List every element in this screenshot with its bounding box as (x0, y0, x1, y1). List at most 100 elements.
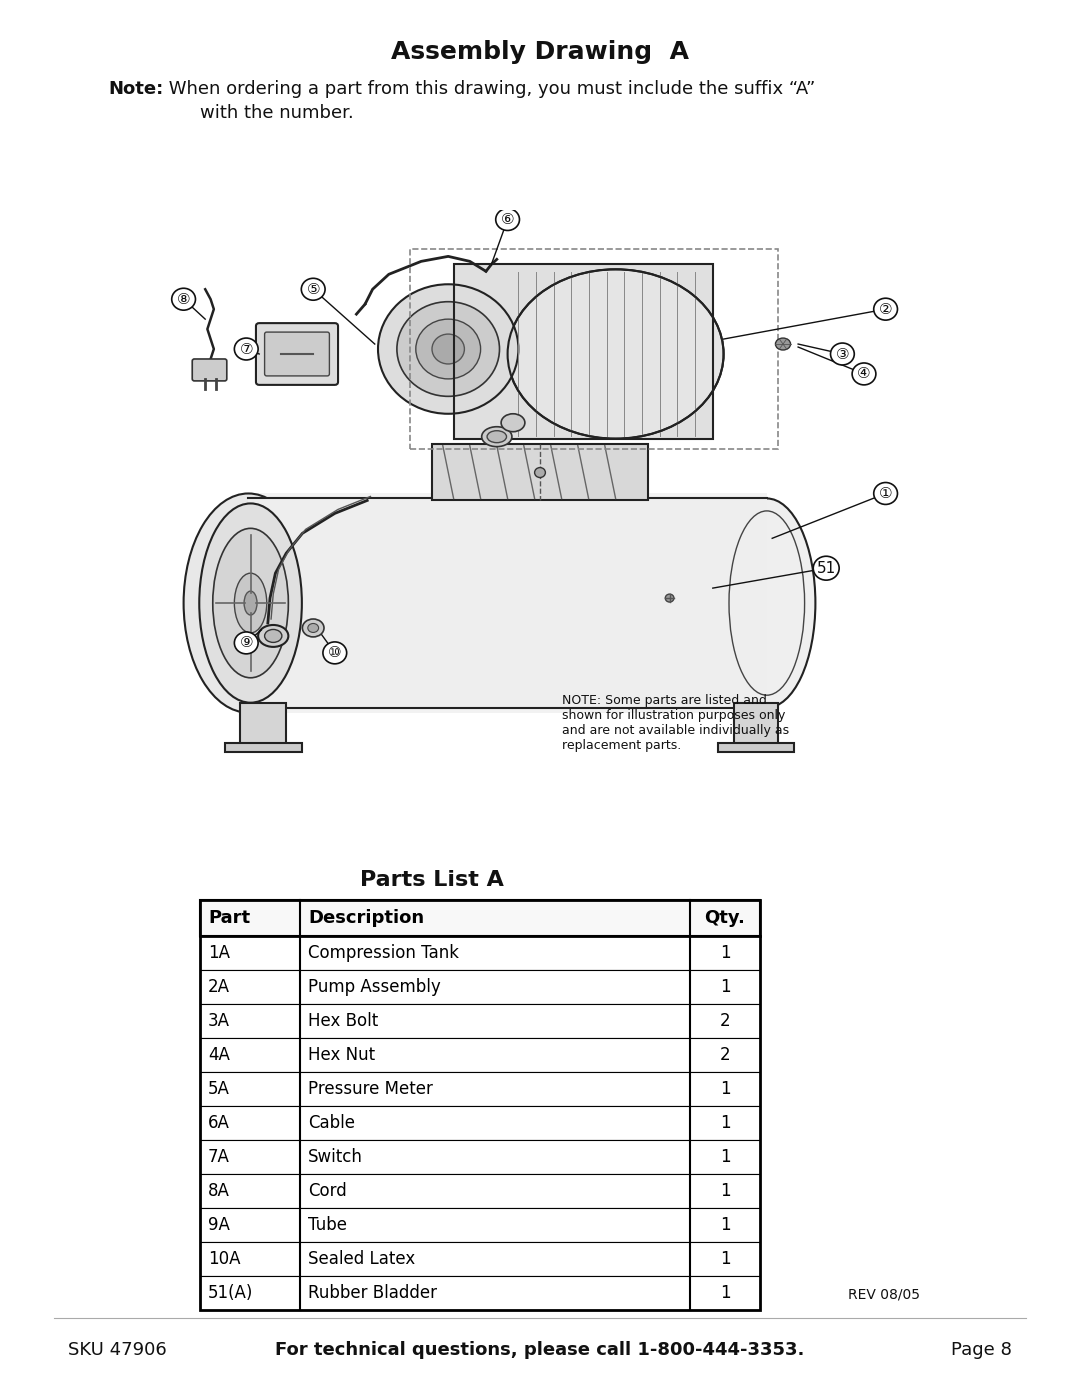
Text: For technical questions, please call 1-800-444-3353.: For technical questions, please call 1-8… (275, 1341, 805, 1359)
Text: 1: 1 (719, 978, 730, 996)
Text: REV 08/05: REV 08/05 (848, 1288, 920, 1302)
Polygon shape (200, 970, 760, 1004)
Ellipse shape (416, 319, 481, 379)
Polygon shape (200, 1275, 760, 1310)
Ellipse shape (378, 284, 518, 414)
Ellipse shape (397, 302, 500, 397)
Text: 2A: 2A (208, 978, 230, 996)
Text: with the number.: with the number. (200, 103, 354, 122)
FancyBboxPatch shape (265, 332, 329, 376)
Polygon shape (200, 936, 760, 970)
Ellipse shape (308, 623, 319, 633)
Text: Rubber Bladder: Rubber Bladder (308, 1284, 437, 1302)
Text: Parts List A: Parts List A (360, 870, 504, 890)
Circle shape (496, 208, 519, 231)
Text: Hex Nut: Hex Nut (308, 1046, 375, 1065)
Text: ⑤: ⑤ (307, 282, 320, 296)
Ellipse shape (665, 594, 674, 602)
Polygon shape (200, 1038, 760, 1071)
Ellipse shape (487, 430, 507, 443)
Text: 1: 1 (719, 1215, 730, 1234)
Text: Pump Assembly: Pump Assembly (308, 978, 441, 996)
Text: Description: Description (308, 909, 424, 928)
Text: Cable: Cable (308, 1113, 355, 1132)
Text: ②: ② (879, 302, 892, 317)
Polygon shape (200, 1242, 760, 1275)
Polygon shape (200, 1106, 760, 1140)
Polygon shape (200, 1173, 760, 1208)
Text: Page 8: Page 8 (951, 1341, 1012, 1359)
Ellipse shape (199, 503, 302, 703)
Ellipse shape (482, 426, 512, 447)
Ellipse shape (244, 591, 257, 615)
Text: ⑧: ⑧ (177, 292, 190, 307)
Text: 10A: 10A (208, 1250, 241, 1268)
Polygon shape (718, 743, 794, 753)
Text: 9A: 9A (208, 1215, 230, 1234)
Text: Pressure Meter: Pressure Meter (308, 1080, 433, 1098)
Text: 5A: 5A (208, 1080, 230, 1098)
Circle shape (234, 631, 258, 654)
Text: SKU 47906: SKU 47906 (68, 1341, 166, 1359)
Text: 51: 51 (816, 560, 836, 576)
Text: Cord: Cord (308, 1182, 347, 1200)
Text: ⑩: ⑩ (328, 645, 341, 661)
Text: NOTE: Some parts are listed and
shown for illustration purposes only
and are not: NOTE: Some parts are listed and shown fo… (562, 694, 788, 753)
Text: ④: ④ (858, 366, 870, 381)
Text: Sealed Latex: Sealed Latex (308, 1250, 415, 1268)
Ellipse shape (775, 338, 791, 351)
Text: 1: 1 (719, 1284, 730, 1302)
Circle shape (172, 288, 195, 310)
FancyBboxPatch shape (192, 359, 227, 381)
Text: 2: 2 (719, 1046, 730, 1065)
Ellipse shape (718, 499, 815, 708)
Text: 3A: 3A (208, 1011, 230, 1030)
Text: 6A: 6A (208, 1113, 230, 1132)
Text: 1: 1 (719, 1148, 730, 1166)
Text: ③: ③ (836, 346, 849, 362)
Text: Compression Tank: Compression Tank (308, 944, 459, 963)
Text: ⑨: ⑨ (240, 636, 253, 651)
Polygon shape (454, 264, 713, 439)
Ellipse shape (184, 493, 313, 712)
Polygon shape (200, 900, 760, 936)
Text: 1: 1 (719, 1113, 730, 1132)
Text: 4A: 4A (208, 1046, 230, 1065)
Ellipse shape (234, 573, 267, 633)
Polygon shape (240, 703, 286, 747)
Text: 1: 1 (719, 1182, 730, 1200)
Text: Note:: Note: (108, 80, 163, 98)
Ellipse shape (302, 619, 324, 637)
Text: 1: 1 (719, 944, 730, 963)
Text: Assembly Drawing  A: Assembly Drawing A (391, 41, 689, 64)
Polygon shape (432, 444, 648, 500)
Polygon shape (200, 1140, 760, 1173)
Ellipse shape (213, 528, 288, 678)
Polygon shape (200, 1004, 760, 1038)
FancyBboxPatch shape (256, 323, 338, 386)
Polygon shape (734, 703, 778, 747)
Text: 1A: 1A (208, 944, 230, 963)
Text: Switch: Switch (308, 1148, 363, 1166)
Ellipse shape (258, 624, 288, 647)
Polygon shape (225, 743, 302, 753)
Circle shape (323, 641, 347, 664)
Polygon shape (200, 1208, 760, 1242)
Circle shape (301, 278, 325, 300)
Circle shape (874, 298, 897, 320)
Ellipse shape (508, 270, 724, 439)
Text: When ordering a part from this drawing, you must include the suffix “A”: When ordering a part from this drawing, … (163, 80, 815, 98)
Circle shape (831, 344, 854, 365)
Ellipse shape (501, 414, 525, 432)
Circle shape (813, 556, 839, 580)
Ellipse shape (432, 334, 464, 365)
Polygon shape (200, 1071, 760, 1106)
Text: ⑥: ⑥ (501, 212, 514, 226)
Circle shape (852, 363, 876, 386)
Ellipse shape (535, 468, 545, 478)
Polygon shape (248, 499, 767, 708)
Circle shape (234, 338, 258, 360)
Text: ⑦: ⑦ (240, 341, 253, 356)
Text: 1: 1 (719, 1080, 730, 1098)
Text: Qty.: Qty. (704, 909, 745, 928)
